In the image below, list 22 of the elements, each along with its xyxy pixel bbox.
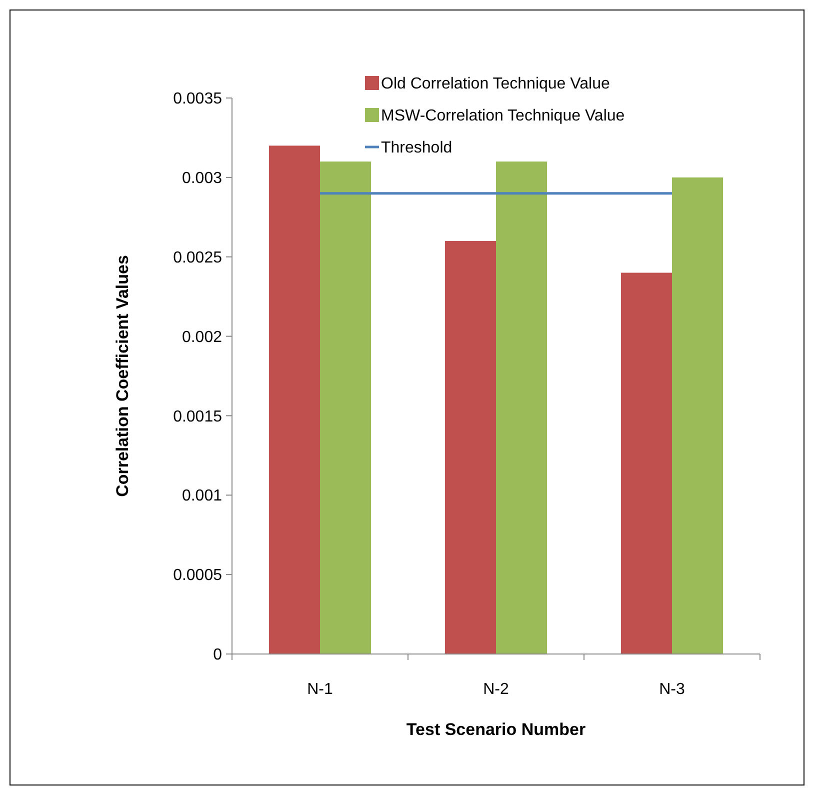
y-tick-label: 0.001 [182, 488, 222, 505]
bar [496, 162, 548, 654]
bar [320, 162, 372, 654]
legend-label: MSW-Correlation Technique Value [381, 108, 625, 125]
x-tick-label: N-3 [659, 681, 685, 698]
bar [672, 177, 724, 654]
y-tick-label: 0.0015 [173, 408, 222, 426]
legend-label: Threshold [381, 140, 452, 157]
bar [268, 146, 320, 654]
y-axis-title: Correlation Coefficient Values [113, 255, 132, 497]
bar [620, 272, 672, 654]
y-tick-label: 0.0025 [173, 249, 222, 266]
y-tick-label: 0.003 [182, 170, 222, 188]
y-tick-label: 0 [213, 646, 222, 664]
x-tick-label: N-1 [307, 681, 333, 698]
y-tick-label: 0.002 [182, 328, 222, 346]
legend-label: Old Correlation Technique Value [381, 76, 610, 93]
x-axis-title: Test Scenario Number [406, 720, 586, 739]
y-tick-label: 0.0035 [173, 90, 222, 108]
x-tick-label: N-2 [483, 681, 509, 698]
bar [444, 240, 496, 654]
y-tick-label: 0.0005 [173, 567, 222, 584]
